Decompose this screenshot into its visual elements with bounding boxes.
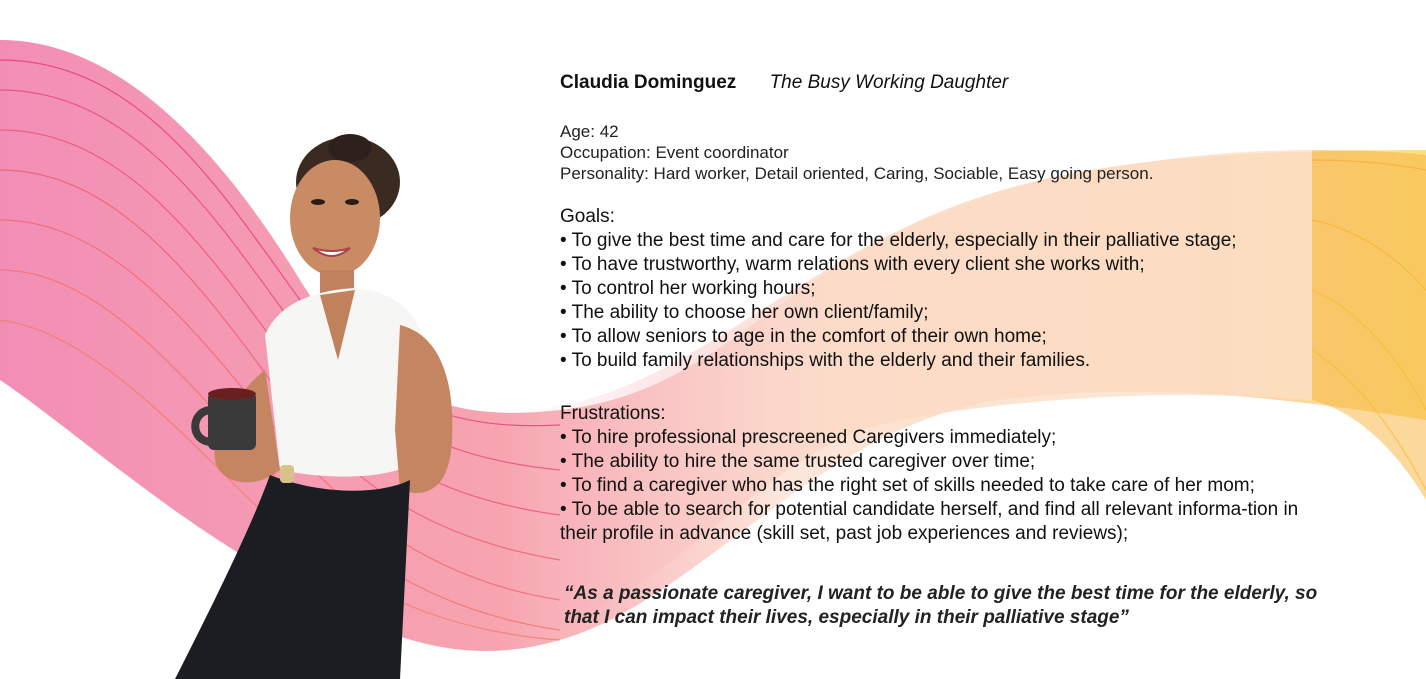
persona-info: Age: 42 Occupation: Event coordinator Pe… [560,121,1153,184]
goal-item: • To allow seniors to age in the comfort… [560,326,1047,347]
frustrations-section: Frustrations: • To hire professional pre… [560,402,1300,546]
frustration-item: • To find a caregiver who has the right … [560,475,1255,496]
frustration-item: • To be able to search for potential can… [560,499,1299,544]
goal-item: • To have trustworthy, warm relations wi… [560,254,1145,275]
persona-occupation: Occupation: Event coordinator [560,143,789,162]
goals-section: Goals: • To give the best time and care … [560,205,1237,373]
persona-header: Claudia Dominguez The Busy Working Daugh… [560,72,1008,94]
frustrations-heading: Frustrations: [560,403,666,424]
persona-personality: Personality: Hard worker, Detail oriente… [560,164,1154,183]
goals-heading: Goals: [560,206,615,227]
persona-photo [175,134,453,679]
persona-age: Age: 42 [560,122,619,141]
persona-role: The Busy Working Daughter [769,72,1009,93]
goal-item: • To build family relationships with the… [560,350,1091,371]
persona-quote: “As a passionate caregiver, I want to be… [564,583,1318,628]
goal-item: • To give the best time and care for the… [560,230,1237,251]
goal-item: • To control her working hours; [560,278,816,299]
frustration-item: • The ability to hire the same trusted c… [560,451,1036,472]
frustration-item: • To hire professional prescreened Careg… [560,427,1057,448]
persona-name: Claudia Dominguez [560,72,737,93]
goal-item: • The ability to choose her own client/f… [560,302,929,323]
